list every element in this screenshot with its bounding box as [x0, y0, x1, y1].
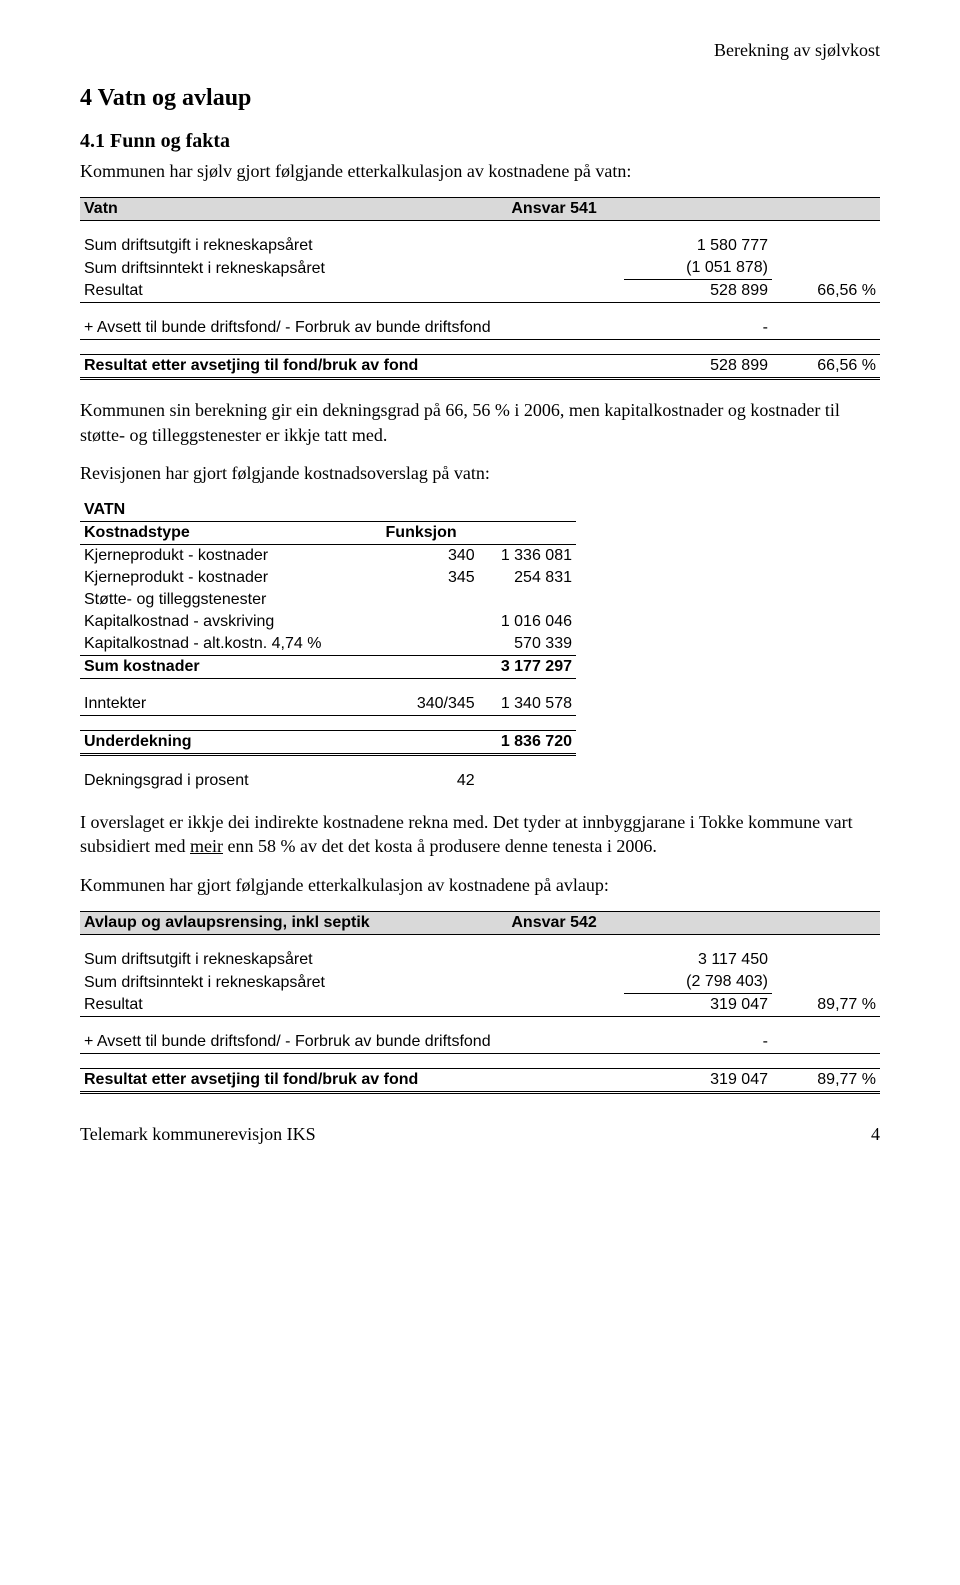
paragraph-3: I overslaget er ikkje dei indirekte kost…	[80, 810, 880, 859]
t2-col1: Kostnadstype	[80, 522, 382, 545]
t2-r2-label: Kjerneprodukt - kostnader	[80, 567, 382, 589]
t3-r4-val: -	[624, 1031, 772, 1054]
t2-r2-val: 254 831	[479, 567, 576, 589]
t2-col2: Funksjon	[382, 522, 479, 545]
intro-paragraph: Kommunen har sjølv gjort følgjande etter…	[80, 159, 880, 183]
t3-title-right: Ansvar 542	[507, 912, 624, 935]
t2-r1-val: 1 336 081	[479, 545, 576, 568]
t3-r5-val: 319 047	[624, 1069, 772, 1093]
page-footer: Telemark kommunerevisjon IKS 4	[80, 1124, 880, 1145]
table-vatn-etterkalkulasjon: Vatn Ansvar 541 Sum driftsutgift i rekne…	[80, 197, 880, 380]
t2-innt-val: 1 340 578	[479, 693, 576, 716]
t1-r1-label: Sum driftsutgift i rekneskapsåret	[80, 235, 507, 257]
t2-r3-label: Støtte- og tilleggstenester	[80, 589, 382, 611]
header-right-title: Berekning av sjølvkost	[80, 40, 880, 61]
t3-r5-label: Resultat etter avsetjing til fond/bruk a…	[80, 1069, 507, 1093]
t3-r5-pct: 89,77 %	[772, 1069, 880, 1093]
t1-r2-label: Sum driftsinntekt i rekneskapsåret	[80, 257, 507, 280]
t1-r5-pct: 66,56 %	[772, 355, 880, 379]
t1-r5-label: Resultat etter avsetjing til fond/bruk a…	[80, 355, 507, 379]
paragraph-1: Kommunen sin berekning gir ein dekningsg…	[80, 398, 880, 447]
t2-dek-val: 42	[382, 770, 479, 792]
t2-dek-label: Dekningsgrad i prosent	[80, 770, 382, 792]
t1-r2-val: (1 051 878)	[624, 257, 772, 280]
footer-right: 4	[871, 1124, 880, 1145]
t2-sum-label: Sum kostnader	[80, 656, 382, 679]
t1-r3-label: Resultat	[80, 280, 507, 303]
paragraph-4: Kommunen har gjort følgjande etterkalkul…	[80, 873, 880, 897]
t2-sum-val: 3 177 297	[479, 656, 576, 679]
t3-r3-pct: 89,77 %	[772, 994, 880, 1017]
t2-innt-func: 340/345	[382, 693, 479, 716]
footer-left: Telemark kommunerevisjon IKS	[80, 1124, 316, 1145]
t1-title-right: Ansvar 541	[507, 198, 624, 221]
t2-under-val: 1 836 720	[479, 731, 576, 755]
t1-r1-val: 1 580 777	[624, 235, 772, 257]
t2-r4-label: Kapitalkostnad - avskriving	[80, 611, 382, 633]
t2-r2-func: 345	[382, 567, 479, 589]
table-avlaup-etterkalkulasjon: Avlaup og avlaupsrensing, inkl septik An…	[80, 911, 880, 1094]
table-vatn-overslag: VATN Kostnadstype Funksjon Kjerneprodukt…	[80, 499, 576, 792]
main-heading: 4 Vatn og avlaup	[80, 85, 880, 112]
t2-r5-val: 570 339	[479, 633, 576, 656]
t3-r1-label: Sum driftsutgift i rekneskapsåret	[80, 949, 507, 971]
t3-r3-val: 319 047	[624, 994, 772, 1017]
t1-r3-val: 528 899	[624, 280, 772, 303]
t2-under-label: Underdekning	[80, 731, 382, 755]
para3-underlined: meir	[190, 836, 223, 856]
paragraph-2: Revisjonen har gjort følgjande kostnadso…	[80, 461, 880, 485]
t1-r3-pct: 66,56 %	[772, 280, 880, 303]
t2-r5-label: Kapitalkostnad - alt.kostn. 4,74 %	[80, 633, 382, 656]
t3-r3-label: Resultat	[80, 994, 507, 1017]
t3-r2-label: Sum driftsinntekt i rekneskapsåret	[80, 971, 507, 994]
t3-r4-label: + Avsett til bunde driftsfond/ - Forbruk…	[80, 1031, 624, 1054]
t3-r2-val: (2 798 403)	[624, 971, 772, 994]
t2-r1-label: Kjerneprodukt - kostnader	[80, 545, 382, 568]
t3-title-left: Avlaup og avlaupsrensing, inkl septik	[80, 912, 507, 935]
t3-r1-val: 3 117 450	[624, 949, 772, 971]
t2-innt-label: Inntekter	[80, 693, 382, 716]
t2-r4-val: 1 016 046	[479, 611, 576, 633]
t1-r4-val: -	[624, 317, 772, 340]
t2-title: VATN	[80, 499, 382, 522]
t1-r4-label: + Avsett til bunde driftsfond/ - Forbruk…	[80, 317, 624, 340]
t1-r5-val: 528 899	[624, 355, 772, 379]
para3-post: enn 58 % av det det kosta å produsere de…	[223, 836, 657, 856]
sub-heading: 4.1 Funn og fakta	[80, 130, 880, 153]
t1-title-left: Vatn	[80, 198, 507, 221]
t2-r1-func: 340	[382, 545, 479, 568]
